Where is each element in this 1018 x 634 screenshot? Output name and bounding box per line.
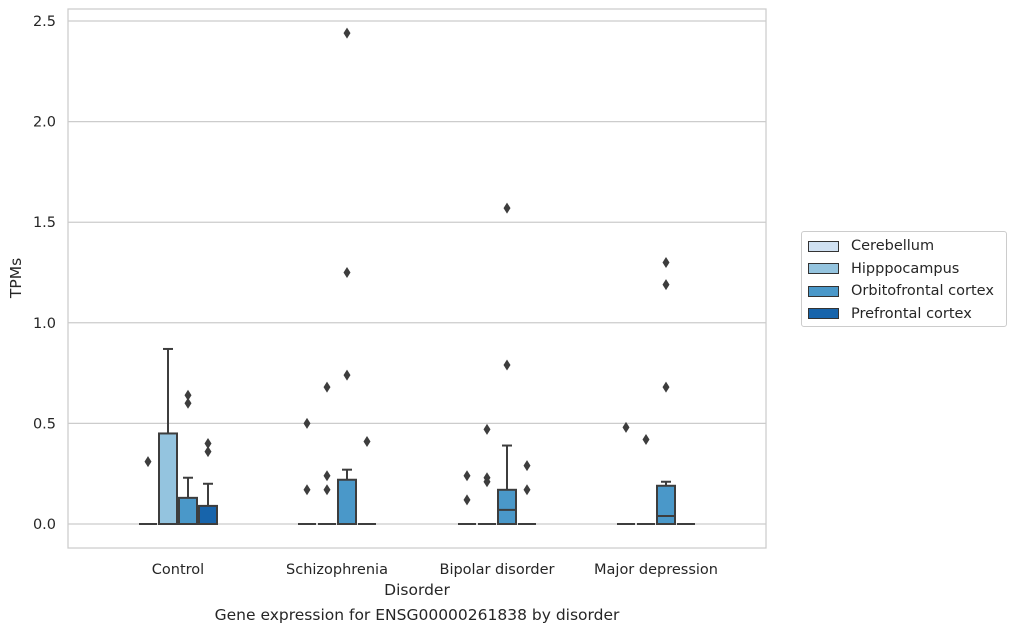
y-tick-label: 1.5 (33, 215, 56, 231)
outlier-point (483, 476, 491, 488)
outlier-point (463, 470, 471, 482)
box-1-2 (478, 423, 496, 525)
box-3-1 (358, 436, 376, 525)
box-body (337, 478, 357, 525)
box-2-3 (656, 256, 676, 526)
y-tick-label: 2.5 (33, 14, 56, 30)
legend-swatch (808, 308, 839, 320)
y-tick-label: 1.0 (33, 316, 56, 332)
legend-swatch (808, 285, 839, 297)
box-2-2 (497, 202, 517, 525)
outlier-point (303, 484, 311, 496)
x-tick-label: Major depression (594, 562, 718, 578)
box-2-1 (337, 27, 357, 525)
box-body (656, 484, 676, 526)
box-0-2 (458, 470, 476, 525)
y-axis-ticks: 0.0 0.5 1.0 1.5 2.0 2.5 (33, 14, 56, 533)
box-1-0 (158, 347, 178, 525)
outlier-point (343, 27, 351, 39)
outlier-point (463, 494, 471, 506)
box-0-1 (298, 417, 316, 525)
outlier-point (303, 417, 311, 429)
box-body (158, 432, 178, 525)
outlier-point (363, 436, 371, 448)
x-tick-label: Schizophrenia (286, 562, 388, 578)
y-tick-label: 0.5 (33, 416, 56, 432)
outlier-point (523, 484, 531, 496)
outlier-point (184, 397, 192, 409)
chart-caption: Gene expression for ENSG00000261838 by d… (214, 606, 620, 624)
outlier-point (343, 369, 351, 381)
outlier-point (642, 433, 650, 445)
plot-frame (67, 8, 767, 549)
outlier-point (662, 381, 670, 393)
box-1-3 (637, 433, 655, 525)
box-2-0 (178, 389, 198, 525)
outlier-point (622, 421, 630, 433)
box-0-3 (617, 421, 635, 525)
outlier-point (483, 423, 491, 435)
x-axis-label: Disorder (384, 581, 450, 599)
legend-label: Hipppocampus (851, 260, 960, 277)
legend-label: Cerebellum (851, 238, 935, 255)
outlier-point (204, 438, 212, 450)
outlier-point (184, 389, 192, 401)
legend-swatch (808, 240, 839, 252)
x-tick-label: Bipolar disorder (440, 562, 555, 578)
legend-swatch (808, 263, 839, 275)
box-3-0 (198, 438, 218, 525)
outlier-point (662, 279, 670, 291)
legend-item-orbitofrontal-cortex: Orbitofrontal cortex (808, 280, 1006, 303)
legend-item-prefrontal-cortex: Prefrontal cortex (808, 303, 1006, 326)
x-tick-label: Control (152, 562, 204, 578)
box-3-2 (518, 460, 536, 525)
box-body (198, 504, 218, 525)
legend: Cerebellum Hipppocampus Orbitofrontal co… (801, 231, 1007, 327)
legend-item-hippocampus: Hipppocampus (808, 258, 1006, 281)
outlier-point (323, 470, 331, 482)
outlier-point (323, 484, 331, 496)
y-axis-label: TPMs (7, 258, 25, 299)
x-axis-ticks: Control Schizophrenia Bipolar disorder Majo… (152, 562, 718, 578)
y-tick-label: 0.0 (33, 517, 56, 533)
legend-label: Prefrontal cortex (851, 305, 972, 322)
outlier-point (343, 267, 351, 278)
y-tick-label: 2.0 (33, 115, 56, 131)
outlier-point (144, 456, 152, 468)
box-0-0 (139, 456, 157, 525)
box-1-1 (318, 381, 336, 525)
outlier-point (503, 359, 511, 371)
outlier-point (204, 446, 212, 458)
box-body (178, 496, 198, 525)
box-body (497, 488, 517, 525)
outlier-point (523, 460, 531, 472)
box-plot-area (139, 27, 695, 526)
outlier-point (323, 381, 331, 393)
legend-item-cerebellum: Cerebellum (808, 235, 1006, 258)
legend-label: Orbitofrontal cortex (851, 283, 994, 300)
outlier-point (662, 256, 670, 268)
outlier-point (503, 202, 511, 214)
